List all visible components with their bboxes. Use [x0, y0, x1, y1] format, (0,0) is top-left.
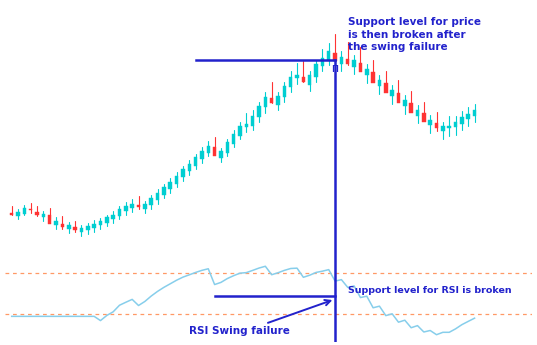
Bar	[213, 147, 216, 156]
Bar	[441, 126, 445, 131]
Bar	[276, 96, 280, 105]
Bar	[467, 114, 470, 119]
Bar	[282, 86, 286, 97]
Bar	[372, 72, 375, 83]
Bar	[105, 217, 108, 223]
Bar	[365, 69, 368, 75]
Bar	[264, 97, 267, 107]
Bar	[384, 83, 388, 93]
Bar	[67, 226, 70, 229]
Bar	[143, 204, 147, 209]
Bar	[48, 216, 52, 224]
Bar	[156, 193, 159, 200]
Bar	[232, 134, 235, 144]
Bar	[352, 60, 356, 67]
Bar	[86, 226, 90, 230]
Bar	[111, 215, 115, 219]
Bar	[251, 116, 255, 126]
Text: ᴨ: ᴨ	[331, 62, 338, 75]
Bar	[289, 77, 293, 87]
Bar	[79, 228, 83, 232]
Bar	[226, 142, 229, 153]
Bar	[10, 213, 13, 215]
Text: Support level for price
is then broken after
the swing failure: Support level for price is then broken a…	[348, 17, 481, 52]
Bar	[61, 224, 64, 227]
Bar	[378, 80, 381, 86]
Bar	[397, 93, 400, 103]
Bar	[219, 151, 223, 158]
Text: Support level for RSI is broken: Support level for RSI is broken	[348, 286, 511, 295]
Bar	[118, 209, 121, 216]
Bar	[460, 117, 463, 124]
Bar	[429, 120, 432, 125]
Bar	[416, 110, 419, 116]
Bar	[447, 126, 451, 128]
Bar	[207, 146, 210, 153]
Bar	[42, 214, 45, 217]
Bar	[340, 57, 343, 64]
Bar	[244, 124, 248, 127]
Bar	[23, 208, 26, 214]
Bar	[257, 106, 261, 117]
Bar	[333, 53, 337, 61]
Bar	[29, 209, 32, 210]
Bar	[435, 123, 438, 128]
Bar	[181, 169, 185, 177]
Bar	[99, 221, 102, 226]
Text: RSI Swing failure: RSI Swing failure	[189, 326, 290, 336]
Bar	[409, 103, 413, 113]
Bar	[149, 198, 153, 206]
Bar	[137, 206, 140, 207]
Bar	[16, 212, 20, 216]
Bar	[270, 98, 273, 103]
Bar	[302, 77, 305, 82]
Bar	[327, 51, 330, 60]
Bar	[422, 113, 426, 122]
Bar	[35, 212, 39, 216]
Bar	[295, 75, 299, 78]
Bar	[92, 224, 96, 228]
Bar	[359, 63, 362, 72]
Bar	[200, 151, 204, 159]
Bar	[187, 164, 191, 171]
Bar	[321, 58, 324, 66]
Bar	[390, 90, 394, 96]
Bar	[346, 59, 350, 64]
Bar	[74, 227, 77, 230]
Bar	[194, 157, 197, 166]
Bar	[162, 187, 165, 195]
Bar	[308, 75, 311, 85]
Bar	[454, 122, 458, 127]
Bar	[175, 176, 178, 184]
Bar	[54, 221, 58, 226]
Bar	[473, 110, 476, 116]
Bar	[314, 64, 318, 77]
Bar	[169, 182, 172, 189]
Bar	[403, 100, 407, 106]
Bar	[130, 204, 134, 208]
Bar	[124, 206, 128, 211]
Bar	[238, 126, 242, 136]
